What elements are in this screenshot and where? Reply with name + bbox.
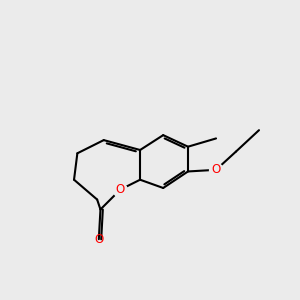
Text: O: O — [116, 183, 125, 196]
Text: O: O — [94, 233, 104, 246]
Text: O: O — [212, 163, 221, 176]
